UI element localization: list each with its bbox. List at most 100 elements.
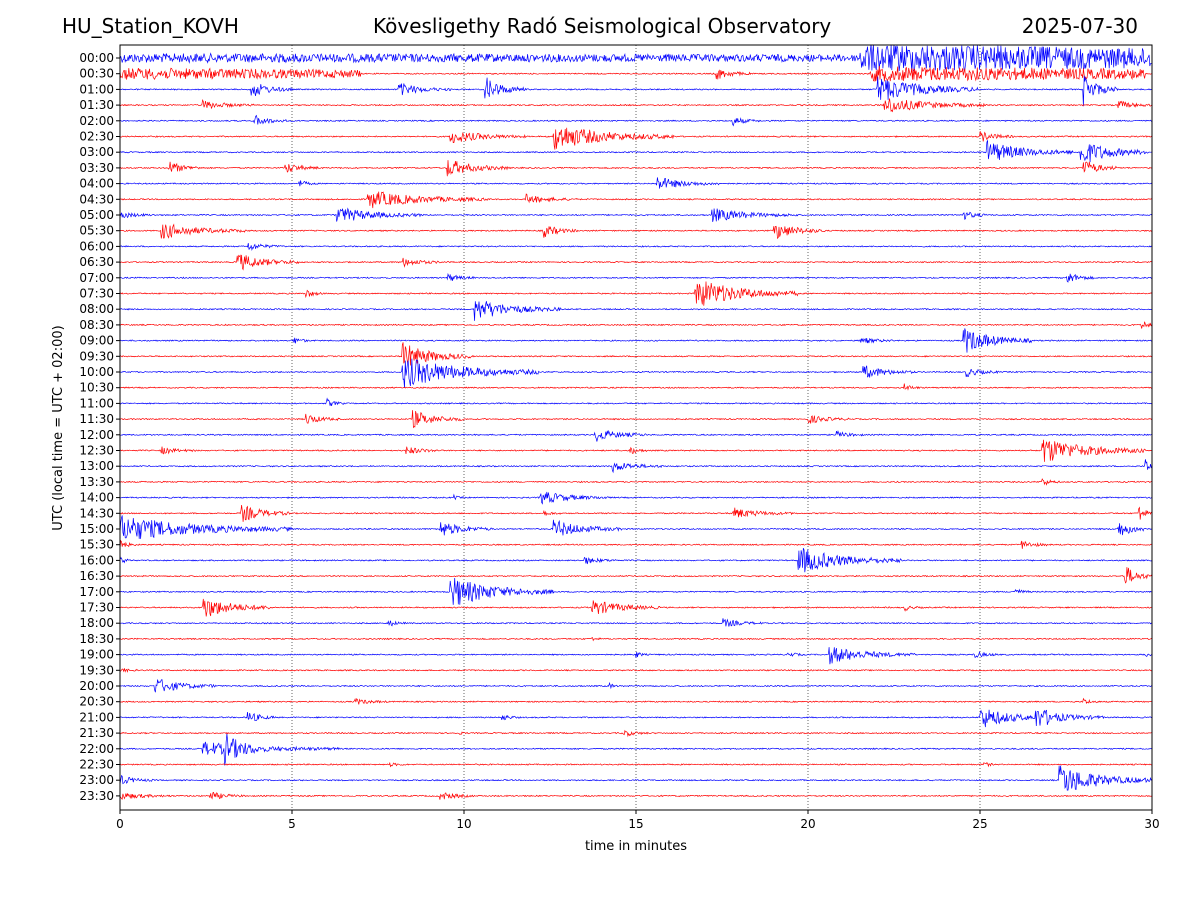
y-tick-label: 05:30 <box>79 224 114 238</box>
trace-row-1830 <box>120 637 1152 642</box>
y-tick-label: 20:30 <box>79 695 114 709</box>
y-tick-label: 16:30 <box>79 569 114 583</box>
y-tick-label: 15:30 <box>79 538 114 552</box>
trace-row-1130 <box>120 410 1152 429</box>
y-tick-label: 23:30 <box>79 789 114 803</box>
y-tick-label: 21:00 <box>79 710 114 724</box>
y-tick-label: 04:30 <box>79 192 114 206</box>
y-tick-label: 03:30 <box>79 161 114 175</box>
traces <box>120 45 1152 800</box>
trace-row-0700 <box>120 272 1152 283</box>
station-name: HU_Station_KOVH <box>62 14 239 38</box>
y-tick-label: 10:30 <box>79 381 114 395</box>
trace-row-1430 <box>120 504 1152 522</box>
trace-row-1500 <box>120 515 1152 539</box>
y-tick-label: 05:00 <box>79 208 114 222</box>
trace-row-1730 <box>120 598 1152 617</box>
trace-row-1530 <box>120 539 1152 550</box>
y-axis-label: UTC (local time = UTC + 02:00) <box>51 325 66 530</box>
trace-row-1300 <box>120 459 1152 474</box>
trace-row-0300 <box>120 139 1152 163</box>
trace-row-0330 <box>120 160 1152 177</box>
trace-row-0200 <box>120 114 1152 127</box>
trace-row-0830 <box>120 321 1152 329</box>
y-tick-label: 08:30 <box>79 318 114 332</box>
trace-row-1630 <box>120 567 1152 584</box>
trace-row-1700 <box>120 577 1152 605</box>
y-tick-label: 00:00 <box>79 51 114 65</box>
trace-row-0530 <box>120 223 1152 240</box>
y-tick-label: 06:00 <box>79 239 114 253</box>
trace-row-2200 <box>120 733 1152 766</box>
trace-row-1200 <box>120 429 1152 442</box>
trace-row-2030 <box>120 697 1152 705</box>
y-tick-label: 22:30 <box>79 758 114 772</box>
y-tick-label: 20:00 <box>79 679 114 693</box>
y-tick-label: 10:00 <box>79 365 114 379</box>
y-tick-label: 17:00 <box>79 585 114 599</box>
trace-row-1930 <box>120 668 1152 673</box>
trace-row-0100 <box>120 75 1152 107</box>
y-tick-label: 01:00 <box>79 82 114 96</box>
x-tick-label: 10 <box>456 817 471 831</box>
trace-row-1000 <box>120 358 1152 389</box>
trace-row-0000 <box>120 45 1152 72</box>
y-tick-label: 15:00 <box>79 522 114 536</box>
trace-row-0900 <box>120 328 1152 353</box>
observatory-title: Kövesligethy Radó Seismological Observat… <box>373 14 832 38</box>
trace-row-0930 <box>120 342 1152 366</box>
y-tick-label: 18:30 <box>79 632 114 646</box>
y-tick-label: 02:00 <box>79 114 114 128</box>
y-tick-label: 14:00 <box>79 491 114 505</box>
y-tick-label: 03:00 <box>79 145 114 159</box>
y-tick-label: 18:00 <box>79 616 114 630</box>
y-tick-label: 04:00 <box>79 177 114 191</box>
y-tick-label: 09:30 <box>79 349 114 363</box>
trace-row-0400 <box>120 177 1152 189</box>
y-tick-label: 11:30 <box>79 412 114 426</box>
trace-row-2000 <box>120 679 1152 693</box>
y-tick-label: 13:30 <box>79 475 114 489</box>
trace-row-0030 <box>120 65 1152 82</box>
trace-row-0430 <box>120 191 1152 209</box>
x-tick-label: 25 <box>972 817 987 831</box>
trace-row-1400 <box>120 491 1152 505</box>
y-tick-label: 21:30 <box>79 726 114 740</box>
y-tick-label: 22:00 <box>79 742 114 756</box>
y-tick-label: 19:00 <box>79 648 114 662</box>
y-tick-label: 19:30 <box>79 663 114 677</box>
x-tick-label: 30 <box>1144 817 1159 831</box>
x-tick-label: 15 <box>628 817 643 831</box>
x-axis-ticks: 0 5 10 15 20 25 30 <box>116 810 1160 831</box>
y-tick-label: 12:00 <box>79 428 114 442</box>
y-tick-label: 02:30 <box>79 130 114 144</box>
y-tick-label: 13:00 <box>79 459 114 473</box>
grid-lines <box>291 45 981 810</box>
x-axis-label: time in minutes <box>585 839 687 854</box>
x-tick-label: 5 <box>288 817 296 831</box>
y-tick-label: 01:30 <box>79 98 114 112</box>
trace-row-0500 <box>120 207 1152 222</box>
x-tick-label: 20 <box>800 817 815 831</box>
trace-row-2100 <box>120 709 1152 728</box>
trace-row-0630 <box>120 254 1152 271</box>
trace-row-1600 <box>120 547 1152 573</box>
y-tick-label: 12:30 <box>79 444 114 458</box>
trace-row-0130 <box>120 98 1152 113</box>
trace-row-1900 <box>120 647 1152 665</box>
trace-row-0600 <box>120 243 1152 251</box>
trace-row-2300 <box>120 765 1152 791</box>
y-tick-label: 16:00 <box>79 553 114 567</box>
trace-row-0730 <box>120 281 1152 306</box>
y-tick-label: 09:00 <box>79 334 114 348</box>
trace-row-2130 <box>120 729 1152 738</box>
trace-row-1100 <box>120 397 1152 406</box>
trace-row-1230 <box>120 439 1152 462</box>
y-tick-label: 07:00 <box>79 271 114 285</box>
trace-row-0800 <box>120 301 1152 321</box>
x-tick-label: 0 <box>116 817 124 831</box>
trace-row-2230 <box>120 761 1152 768</box>
y-tick-label: 07:30 <box>79 287 114 301</box>
